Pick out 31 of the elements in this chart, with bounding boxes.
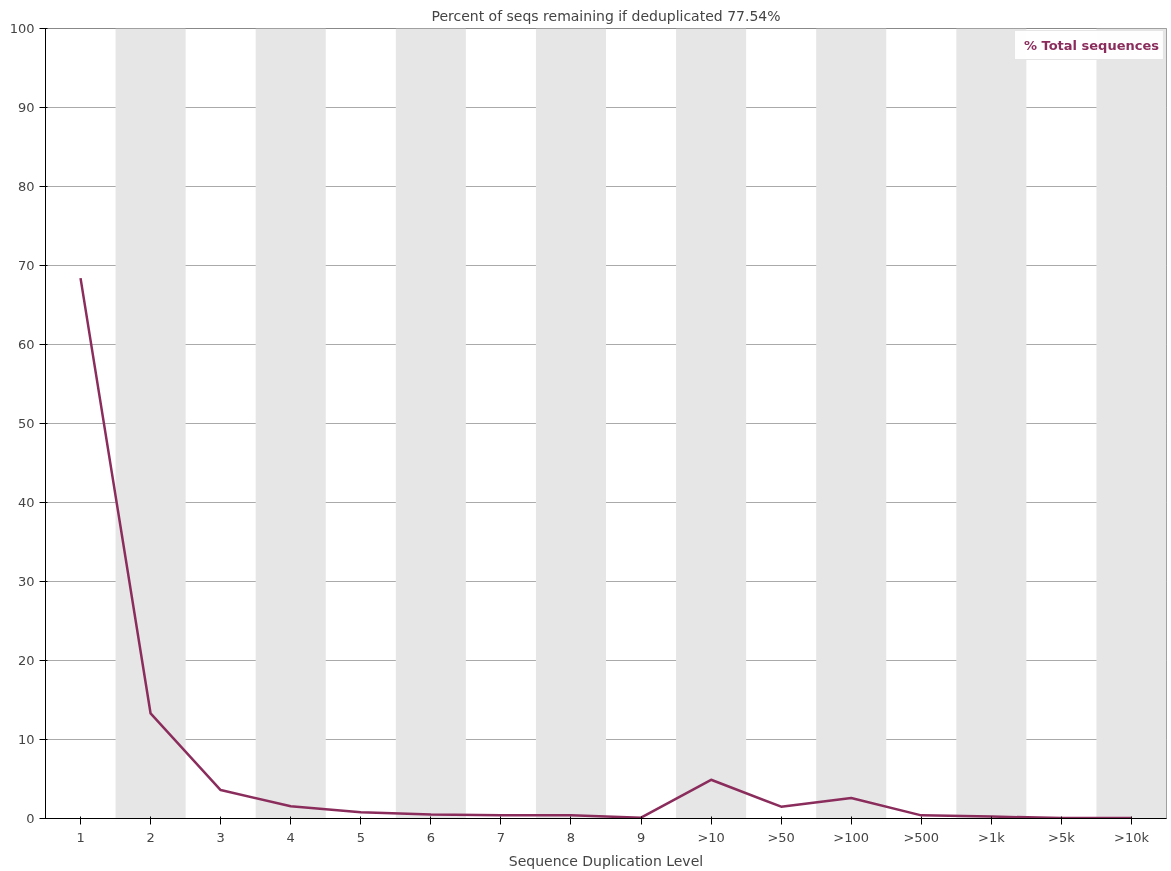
x-tick-label: >1k — [978, 829, 1006, 845]
chart-title: Percent of seqs remaining if deduplicated 77.54% — [431, 7, 781, 24]
y-tick-label: 80 — [17, 179, 35, 194]
y-tick-label: 100 — [9, 21, 35, 36]
y-tick-label: 40 — [17, 495, 35, 510]
x-tick-label: 3 — [216, 829, 225, 845]
y-tick-label: 50 — [17, 416, 35, 431]
y-tick-label: 70 — [17, 258, 35, 273]
x-tick-label: 4 — [286, 829, 295, 845]
x-tick-label: 6 — [426, 829, 435, 845]
x-tick-label: 8 — [566, 829, 576, 845]
x-tick-label: >50 — [767, 829, 795, 845]
x-tick-label: >10 — [697, 829, 725, 845]
x-tick-label: >10k — [1113, 829, 1150, 845]
x-tick-label: >5k — [1048, 829, 1076, 845]
y-tick-label: 30 — [17, 574, 35, 589]
x-tick-label: 1 — [76, 829, 85, 845]
y-tick-label: 0 — [26, 811, 35, 826]
x-tick-label: 2 — [146, 829, 155, 845]
y-tick-label: 10 — [17, 732, 35, 747]
x-tick-label: 9 — [636, 829, 646, 845]
x-tick-label: 5 — [356, 829, 365, 845]
y-tick-label: 20 — [17, 653, 35, 668]
x-tick-label: 7 — [496, 829, 506, 845]
x-tick-label: >100 — [833, 829, 870, 845]
text: % Total sequences — [1023, 37, 1159, 53]
y-tick-label: 90 — [17, 100, 35, 115]
y-tick-label: 60 — [17, 337, 35, 352]
line-series — [79, 276, 1133, 819]
x-axis-title: Sequence Duplication Level — [508, 852, 704, 869]
x-tick-label: >500 — [903, 829, 940, 845]
